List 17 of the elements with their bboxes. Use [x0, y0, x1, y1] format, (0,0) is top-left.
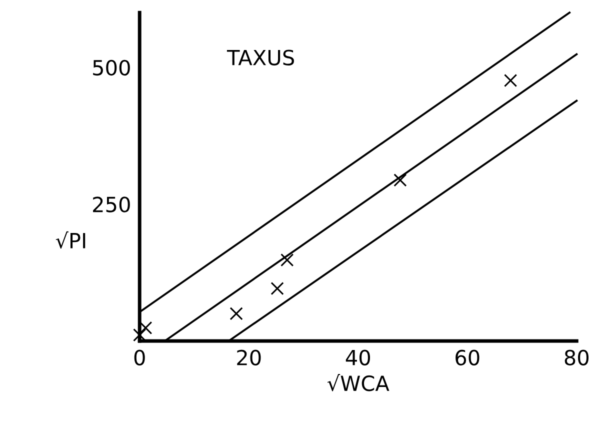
- x-axis-title: √WCA: [327, 374, 390, 392]
- y-tick-label: 500: [93, 60, 130, 76]
- point: [133, 328, 146, 342]
- x-tick-label: 40: [346, 350, 370, 366]
- x-tick-label: 0: [134, 350, 145, 366]
- point: [230, 307, 243, 320]
- point: [394, 174, 407, 187]
- point: [139, 321, 152, 334]
- x-tick-label: 20: [237, 350, 261, 366]
- annotation: TAXUS: [226, 50, 294, 66]
- y-tick-label: 250: [93, 196, 130, 212]
- point: [270, 282, 284, 296]
- point: [504, 74, 518, 88]
- point: [280, 253, 294, 267]
- y-axis-title: √PI: [56, 231, 86, 249]
- x-tick-label: 60: [456, 350, 480, 366]
- x-tick-label: 80: [564, 350, 589, 366]
